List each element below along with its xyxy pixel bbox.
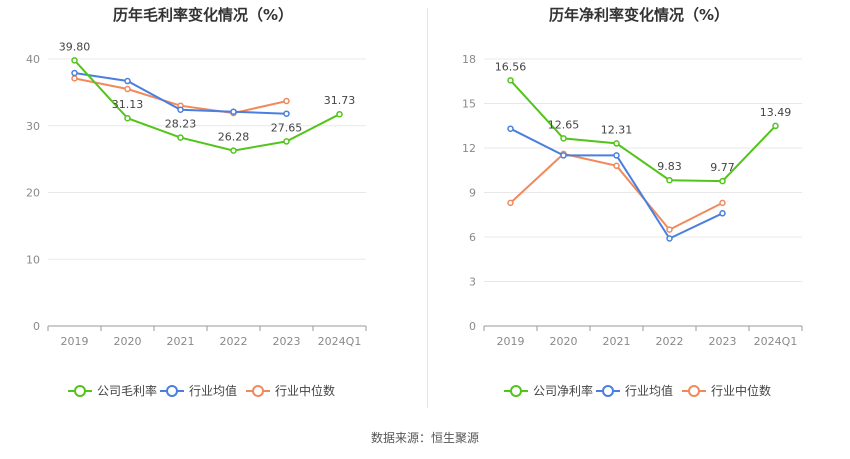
legend-label: 行业中位数 [275,383,335,398]
net-margin-chart: 历年净利率变化情况（%） 0 3 6 9 12 15 18 2019 2020 2021 2022 20… [462,6,803,398]
panel-divider [427,8,428,408]
y-tick-label: 0 [33,320,40,333]
y-tick-label: 30 [26,120,40,133]
data-label: 39.80 [59,40,91,53]
legend-label: 公司毛利率 [97,383,157,398]
data-point [177,134,184,141]
x-tick-label: 2024Q1 [318,335,362,348]
data-label: 16.56 [495,60,527,73]
data-point [230,108,237,115]
data-point [124,77,131,85]
data-label: 27.65 [271,121,303,134]
data-point [283,138,290,145]
data-label: 12.65 [548,118,580,131]
data-point [613,162,620,170]
data-point [560,135,567,142]
legend-swatch-marker [166,385,178,397]
data-point [666,235,673,242]
data-point [283,110,290,117]
data-point [124,114,131,122]
data-label: 26.28 [218,131,250,144]
data-point [613,140,620,147]
x-tick-label: 2023 [709,335,737,348]
data-label: 28.23 [165,118,197,131]
x-tick-label: 2020 [114,335,142,348]
legend-label: 行业均值 [189,383,237,398]
x-tick-label: 2019 [61,335,89,348]
x-tick-label: 2024Q1 [754,335,798,348]
data-point [177,106,184,113]
legend-swatch-marker [74,385,86,397]
data-point [71,69,78,77]
data-point [283,97,290,105]
y-tick-label: 6 [469,231,476,244]
legend-label: 行业均值 [625,383,673,398]
legend-swatch-marker [688,385,700,397]
x-tick-label: 2022 [656,335,684,348]
data-point [71,75,78,82]
legend-swatch-marker [602,385,614,397]
data-point [613,152,620,159]
y-tick-label: 20 [26,187,40,200]
data-point [507,199,514,207]
data-label: 9.83 [657,160,682,173]
data-point [666,176,673,184]
y-tick-label: 9 [469,187,476,200]
x-tick-label: 2021 [167,335,195,348]
y-tick-label: 0 [469,320,476,333]
data-point [719,177,726,185]
data-point [560,152,567,159]
data-point [71,57,78,64]
data-point [124,85,131,93]
y-tick-label: 12 [462,142,476,155]
legend-label: 公司净利率 [533,383,593,398]
data-point [507,125,514,132]
data-point [666,226,673,233]
x-tick-label: 2019 [497,335,525,348]
data-point [719,199,726,207]
data-point [772,122,779,130]
legend-swatch-marker [510,385,522,397]
series-line-0 [509,79,777,183]
x-tick-label: 2021 [603,335,631,348]
data-label: 31.73 [324,94,356,107]
x-tick-label: 2023 [273,335,301,348]
chart-title: 历年净利率变化情况（%） [549,6,729,24]
y-tick-label: 10 [26,253,40,266]
data-label: 13.49 [760,106,792,119]
data-point [336,110,343,118]
data-label: 31.13 [112,98,144,111]
series-line-0 [73,59,340,152]
x-tick-label: 2020 [550,335,578,348]
x-tick-label: 2022 [220,335,248,348]
data-point [507,77,514,84]
y-tick-label: 40 [26,53,40,66]
chart-title: 历年毛利率变化情况（%） [113,6,293,24]
y-tick-label: 15 [462,98,476,111]
data-point [719,210,726,217]
data-label: 12.31 [601,123,633,136]
legend-label: 行业中位数 [711,383,771,398]
gross-margin-chart: 历年毛利率变化情况（%） 0 10 20 30 40 2019 2020 2021 2022 202… [26,6,367,398]
legend-swatch-marker [252,385,264,397]
y-tick-label: 3 [469,276,476,289]
data-point [230,147,237,154]
data-source-note: 数据来源：恒生聚源 [370,431,479,445]
data-label: 9.77 [710,161,735,174]
y-tick-label: 18 [462,53,476,66]
